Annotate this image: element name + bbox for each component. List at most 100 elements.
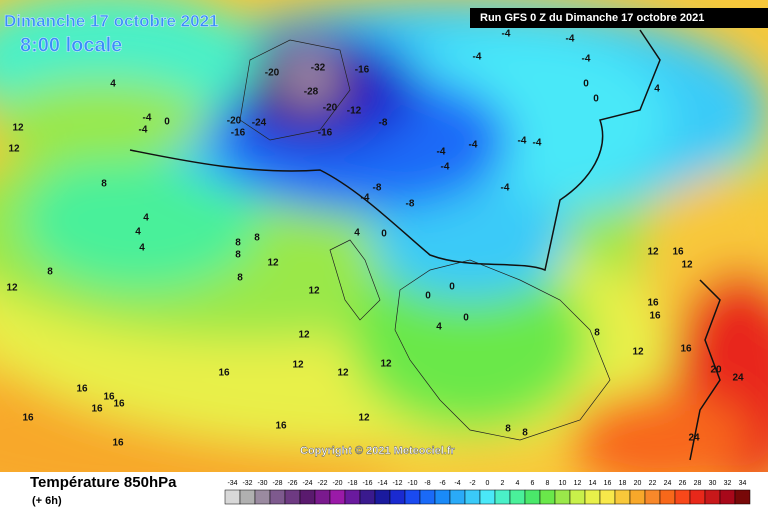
scale-label: -10 [407,480,417,487]
scale-swatch [719,489,736,505]
contour-label: 4 [354,228,360,239]
contour-label: -28 [304,87,319,98]
scale-label: 26 [679,480,687,487]
scale-swatch [554,489,571,505]
contour-label: 12 [292,360,304,371]
contour-label: 8 [235,250,241,261]
contour-label: 12 [267,258,279,269]
contour-label: 16 [103,392,115,403]
contour-labels: -20 -32-28-16-20 -12-24-20-16-8-16-4-40412… [6,29,744,449]
forecast-lead: (+ 6h) [32,495,62,507]
scale-swatch [344,489,361,505]
contour-label: -20 [227,116,242,127]
contour-label: 8 [505,424,511,435]
contour-label: 12 [298,330,310,341]
scale-swatch [284,489,301,505]
scale-label: -8 [424,480,430,487]
contour-label: -32 [311,63,326,74]
scale-label: 12 [574,480,582,487]
contour-label: 8 [47,267,53,278]
contour-label: 4 [436,322,442,333]
scale-swatch [479,489,496,505]
scale-label: -22 [317,480,327,487]
contour-label: -4 [441,162,450,173]
contour-label: 12 [308,286,320,297]
contour-label: -8 [379,118,388,129]
contour-label: 4 [110,79,116,90]
scale-label: -2 [469,480,475,487]
contour-label: -4 [143,113,152,124]
scale-label: 22 [649,480,657,487]
contour-label: -12 [347,106,362,117]
variable-title: Température 850hPa [30,474,177,491]
scale-swatch [419,489,436,505]
scale-swatch [644,489,661,505]
scale-label: -30 [257,480,267,487]
scale-swatch [629,489,646,505]
contour-label: 8 [101,179,107,190]
scale-swatch [374,489,391,505]
scale-swatch [434,489,451,505]
scale-swatch [599,489,616,505]
scale-label: 28 [694,480,702,487]
scale-swatch [704,489,721,505]
contour-label: -4 [469,140,478,151]
scale-label: -12 [392,480,402,487]
contour-label: -20 [265,68,280,79]
scale-label: 18 [619,480,627,487]
scale-swatch [464,489,481,505]
contour-label: 20 [710,365,722,376]
contour-label: 16 [112,438,124,449]
scale-label: 2 [501,480,505,487]
contour-label: -4 [437,147,446,158]
scale-swatch [269,489,286,505]
contour-label: 8 [237,273,243,284]
contour-label: -4 [139,125,148,136]
contour-label: 16 [76,384,88,395]
scale-swatch [524,489,541,505]
scale-swatch [494,489,511,505]
contour-label: -24 [252,118,267,129]
scale-swatch [254,489,271,505]
scale-label: 32 [724,480,732,487]
contour-label: 0 [164,117,170,128]
copyright: Copyright © 2021 Meteociel.fr [300,445,456,457]
contour-label: 8 [594,328,600,339]
scale-swatch [734,489,751,505]
contour-label: 16 [680,344,692,355]
scale-label: 10 [559,480,567,487]
contour-label: 16 [113,399,125,410]
contour-label: 0 [449,282,455,293]
contour-label: -4 [566,34,575,45]
scale-label: -14 [377,480,387,487]
contour-label: 12 [358,413,370,424]
contour-label: 8 [522,428,528,439]
contour-label: 8 [235,238,241,249]
scale-label: 6 [531,480,535,487]
contour-label: 16 [672,247,684,258]
scale-label: -6 [439,480,445,487]
contour-label: 0 [593,94,599,105]
contour-label: 4 [654,84,660,95]
map-date: Dimanche 17 octobre 2021 [4,11,218,30]
scale-label: -34 [227,480,237,487]
contour-label: -16 [355,65,370,76]
scale-label: -4 [454,480,460,487]
contour-label: 12 [380,359,392,370]
contour-label: -16 [231,128,246,139]
contour-label: 12 [12,123,24,134]
contour-label: -4 [361,193,370,204]
scale-label: -16 [362,480,372,487]
scale-swatch [509,489,526,505]
contour-label: 12 [632,347,644,358]
contour-label: -20 [323,103,338,114]
scale-swatch [674,489,691,505]
contour-label: -16 [318,128,333,139]
scale-label: -32 [242,480,252,487]
contour-label: 16 [218,368,230,379]
scale-label: -28 [272,480,282,487]
contour-label: 4 [139,243,145,254]
